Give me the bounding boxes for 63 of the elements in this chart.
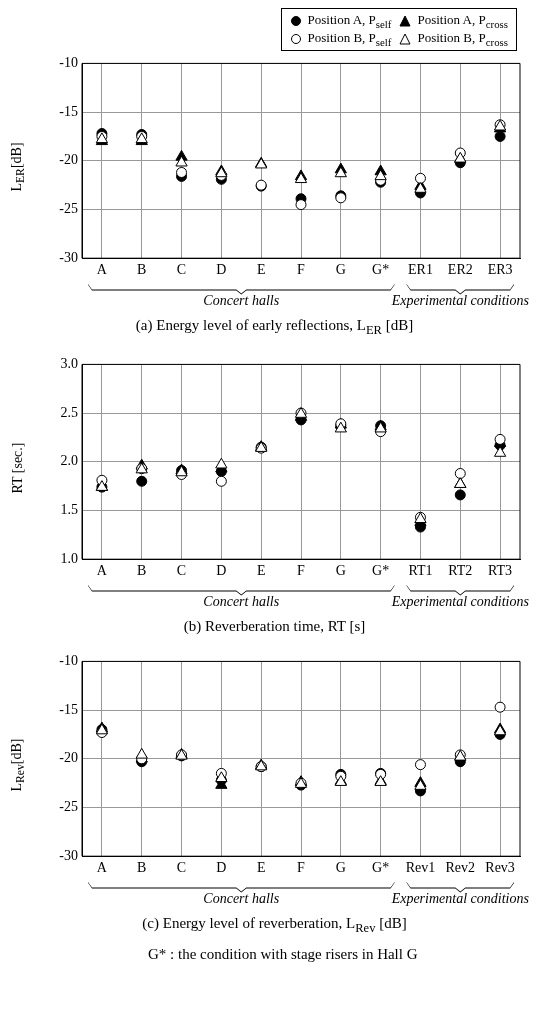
x-tick-label: B [137, 860, 147, 876]
x-tick-label: Rev1 [405, 860, 436, 876]
x-tick-label: ER3 [487, 262, 513, 278]
text: (a) Energy level of early reflections, L$_{ER}$ [dB] [134, 317, 415, 339]
text: (c) Energy level of reverberation, L$_{Rev}$ [dB] [141, 915, 408, 937]
x-tick-label: A [96, 262, 108, 278]
y-tick-label: -30 [59, 848, 78, 864]
x-tick-label: ER2 [447, 262, 473, 278]
x-tick-label: F [297, 563, 306, 579]
text: Concert halls [203, 891, 280, 908]
x-tick-label: RT1 [408, 563, 433, 579]
x-tick-label: G [335, 860, 346, 876]
x-tick-label: Rev2 [445, 860, 476, 876]
text: Concert halls [203, 594, 280, 611]
y-tick-label: -10 [59, 55, 78, 71]
x-tick-label: E [256, 563, 266, 579]
y-tick-label: 1.0 [60, 551, 78, 567]
y-tick-label: -10 [59, 653, 78, 669]
text: G* : the condition with stage risers in Hall G [147, 946, 419, 964]
x-tick-label: D [216, 563, 227, 579]
x-tick-label: RT3 [488, 563, 513, 579]
y-tick-label: 1.5 [60, 502, 78, 518]
x-tick-label: G* [372, 563, 390, 579]
legend-label: Position B, P$_{self}$ [307, 29, 392, 48]
y-axis-title: RT [sec.] [10, 442, 26, 494]
y-tick-label: -20 [59, 750, 78, 766]
x-tick-label: RT2 [448, 563, 473, 579]
x-tick-label: A [96, 563, 108, 579]
x-tick-label: F [297, 262, 306, 278]
x-tick-label: D [216, 262, 227, 278]
text: Experimental conditions [391, 293, 529, 310]
x-tick-label: C [176, 563, 187, 579]
legend-label: Position A, P$_{cross}$ [417, 12, 508, 30]
y-tick-label: -25 [59, 201, 78, 217]
text: Experimental conditions [391, 594, 529, 611]
x-tick-label: Rev3 [485, 860, 515, 876]
legend-label: Position A, P$_{self}$ [307, 12, 392, 30]
x-tick-label: G [335, 563, 346, 579]
x-tick-label: G* [372, 262, 390, 278]
x-tick-label: G [335, 262, 346, 278]
legend-label: Position B, P$_{cross}$ [417, 29, 508, 48]
x-tick-label: B [137, 563, 147, 579]
x-tick-label: A [96, 860, 108, 876]
y-tick-label: -25 [59, 799, 78, 815]
x-tick-label: E [256, 262, 266, 278]
y-tick-label: -15 [59, 701, 78, 717]
x-tick-label: D [216, 860, 227, 876]
y-tick-label: -20 [59, 152, 78, 168]
x-tick-label: F [297, 860, 306, 876]
y-tick-label: -30 [59, 250, 78, 266]
y-tick-label: 2.0 [60, 453, 78, 469]
x-tick-label: G* [372, 860, 390, 876]
text: Concert halls [203, 293, 280, 310]
x-tick-label: C [176, 262, 187, 278]
x-tick-label: E [256, 860, 266, 876]
x-tick-label: ER1 [408, 262, 433, 278]
text: (b) Reverberation time, RT [s] [182, 618, 367, 636]
y-tick-label: 2.5 [60, 404, 78, 420]
x-tick-label: B [137, 262, 147, 278]
x-tick-label: C [176, 860, 187, 876]
y-tick-label: 3.0 [60, 356, 78, 372]
text: Experimental conditions [391, 891, 529, 908]
y-tick-label: -15 [59, 103, 78, 119]
